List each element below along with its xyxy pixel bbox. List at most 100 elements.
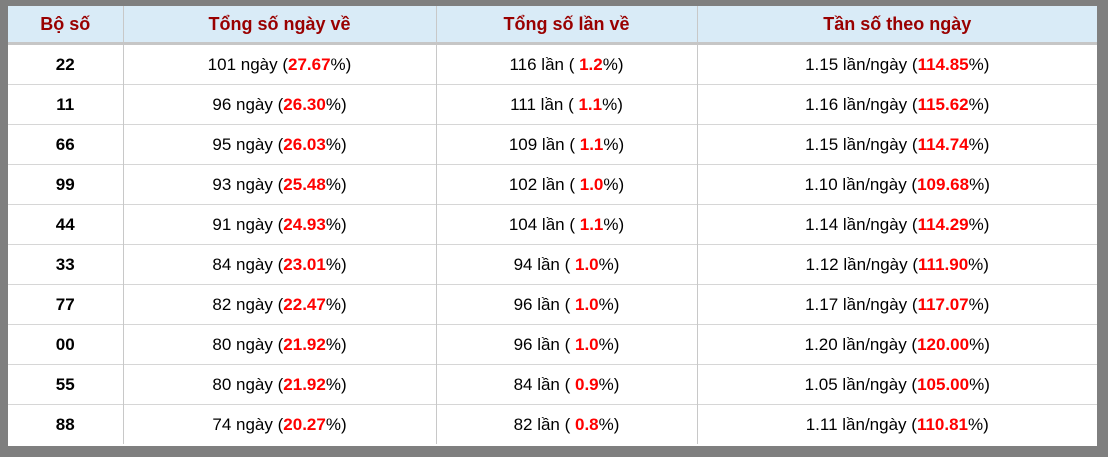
- paren-close: %): [602, 54, 624, 74]
- days-cell: 84 ngày (23.01%): [122, 244, 436, 285]
- times-value: 102 lần: [508, 174, 565, 194]
- days-value: 82 ngày: [212, 294, 273, 314]
- paren-open: (: [272, 374, 284, 394]
- table-row: 00 80 ngày (21.92%) 96 lần ( 1.0%) 1.20 …: [8, 324, 1097, 365]
- paren-open: (: [272, 134, 284, 154]
- times-percent: 1.0: [579, 174, 604, 194]
- days-percent: 27.67: [288, 54, 331, 74]
- times-percent: 0.9: [575, 374, 599, 394]
- paren-open: (: [563, 54, 580, 74]
- freq-cell: 1.05 lần/ngày (105.00%): [696, 364, 1097, 405]
- paren-close: %): [968, 254, 989, 274]
- times-percent: 1.1: [579, 214, 604, 234]
- paren-close: %): [325, 134, 347, 154]
- freq-value: 1.17 lần/ngày: [805, 294, 908, 314]
- pair-cell: 77: [8, 284, 123, 325]
- times-cell: 109 lần ( 1.1%): [435, 124, 697, 165]
- paren-open: (: [907, 54, 918, 74]
- times-value: 82 lần: [513, 414, 560, 434]
- days-cell: 74 ngày (20.27%): [122, 404, 436, 444]
- paren-open: (: [906, 334, 918, 354]
- pair-cell: 33: [8, 244, 123, 285]
- pair-cell: 44: [8, 204, 123, 245]
- paren-open: (: [272, 414, 284, 434]
- paren-open: (: [272, 174, 284, 194]
- paren-open: (: [906, 414, 917, 434]
- paren-close: %): [969, 374, 990, 394]
- freq-value: 1.15 lần/ngày: [805, 134, 908, 154]
- freq-cell: 1.12 lần/ngày (111.90%): [696, 244, 1097, 285]
- paren-open: (: [559, 414, 575, 434]
- paren-close: %): [602, 94, 623, 114]
- times-value: 116 lần: [509, 54, 564, 74]
- times-cell: 104 lần ( 1.1%): [435, 204, 697, 245]
- paren-close: %): [325, 334, 347, 354]
- pair-cell: 66: [8, 124, 123, 165]
- days-value: 80 ngày: [212, 334, 273, 354]
- paren-close: %): [968, 54, 990, 74]
- paren-close: %): [603, 214, 625, 234]
- pair-cell: 99: [8, 164, 123, 205]
- paren-open: (: [559, 254, 575, 274]
- freq-percent: 120.00: [917, 334, 970, 354]
- times-cell: 84 lần ( 0.9%): [435, 364, 697, 405]
- freq-cell: 1.15 lần/ngày (114.85%): [696, 43, 1097, 85]
- paren-close: %): [325, 94, 347, 114]
- paren-close: %): [968, 94, 990, 114]
- table-row: 55 80 ngày (21.92%) 84 lần ( 0.9%) 1.05 …: [8, 364, 1097, 405]
- table-row: 66 95 ngày (26.03%) 109 lần ( 1.1%) 1.15…: [8, 124, 1097, 165]
- freq-percent: 117.07: [917, 294, 969, 314]
- days-cell: 80 ngày (21.92%): [122, 324, 436, 365]
- days-value: 74 ngày: [212, 414, 273, 434]
- freq-value: 1.05 lần/ngày: [804, 374, 907, 394]
- times-percent: 1.2: [579, 54, 603, 74]
- days-percent: 24.93: [283, 214, 326, 234]
- days-percent: 23.01: [283, 254, 326, 274]
- days-percent: 26.30: [283, 94, 326, 114]
- paren-open: (: [907, 134, 918, 154]
- paren-close: %): [603, 174, 625, 194]
- freq-percent: 114.85: [917, 54, 969, 74]
- freq-percent: 111.90: [918, 254, 969, 274]
- table-panel: Bộ số Tổng số ngày về Tổng số lần về Tần…: [8, 6, 1097, 446]
- freq-value: 1.16 lần/ngày: [805, 94, 908, 114]
- days-value: 95 ngày: [212, 134, 273, 154]
- freq-cell: 1.17 lần/ngày (117.07%): [696, 284, 1097, 325]
- freq-value: 1.10 lần/ngày: [804, 174, 907, 194]
- paren-open: (: [906, 174, 918, 194]
- paren-close: %): [598, 254, 620, 274]
- freq-percent: 115.62: [917, 94, 969, 114]
- paren-open: (: [272, 294, 284, 314]
- paren-close: %): [968, 214, 990, 234]
- days-cell: 91 ngày (24.93%): [122, 204, 436, 245]
- times-cell: 94 lần ( 1.0%): [435, 244, 697, 285]
- freq-percent: 114.29: [917, 214, 969, 234]
- paren-open: (: [559, 334, 575, 354]
- times-value: 84 lần: [513, 374, 560, 394]
- times-value: 109 lần: [508, 134, 565, 154]
- freq-value: 1.14 lần/ngày: [805, 214, 908, 234]
- times-cell: 96 lần ( 1.0%): [435, 284, 697, 325]
- freq-cell: 1.14 lần/ngày (114.29%): [696, 204, 1097, 245]
- days-value: 93 ngày: [212, 174, 273, 194]
- paren-open: (: [272, 334, 284, 354]
- paren-close: %): [598, 374, 620, 394]
- table-row: 77 82 ngày (22.47%) 96 lần ( 1.0%) 1.17 …: [8, 284, 1097, 325]
- days-cell: 80 ngày (21.92%): [122, 364, 436, 405]
- paren-close: %): [603, 134, 625, 154]
- header-row: Bộ số Tổng số ngày về Tổng số lần về Tần…: [8, 6, 1097, 45]
- times-value: 94 lần: [513, 254, 560, 274]
- freq-percent: 110.81: [916, 414, 968, 434]
- freq-value: 1.15 lần/ngày: [805, 54, 908, 74]
- freq-value: 1.12 lần/ngày: [805, 254, 908, 274]
- days-cell: 82 ngày (22.47%): [122, 284, 436, 325]
- paren-close: %): [968, 134, 990, 154]
- lottery-pair-stats-table: Bộ số Tổng số ngày về Tổng số lần về Tần…: [8, 6, 1097, 444]
- times-cell: 111 lần ( 1.1%): [435, 84, 697, 125]
- days-value: 80 ngày: [212, 374, 273, 394]
- times-value: 96 lần: [513, 294, 560, 314]
- times-percent: 1.1: [578, 94, 603, 114]
- paren-open: (: [907, 254, 919, 274]
- paren-open: (: [564, 214, 580, 234]
